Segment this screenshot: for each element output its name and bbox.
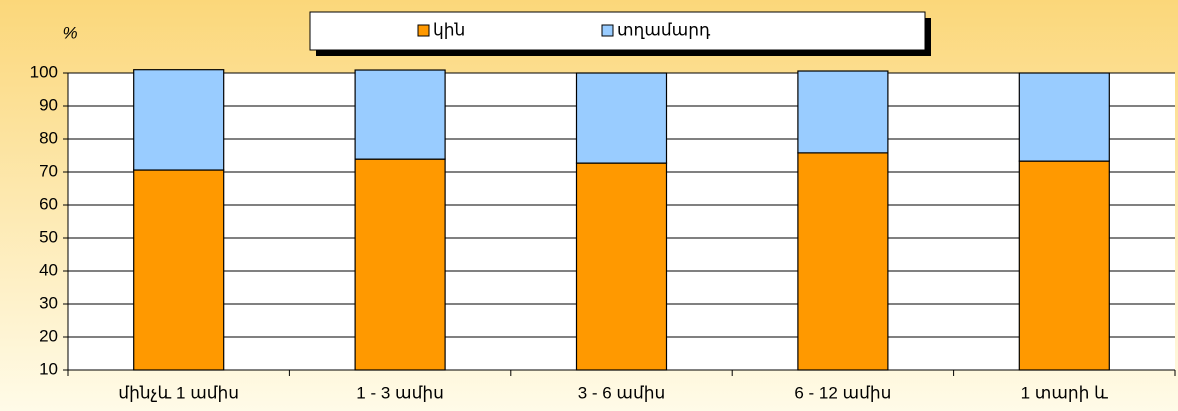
y-tick-label: 100: [30, 62, 58, 81]
y-tick-label: 60: [39, 194, 58, 213]
x-tick-label: մինչև 1 ամիս: [118, 383, 239, 402]
legend-marker: [601, 24, 614, 37]
y-tick-label: 20: [39, 326, 58, 345]
x-tick-label: 1 տարի և: [1021, 383, 1109, 402]
y-tick-label: 80: [39, 128, 58, 147]
bar-segment: [797, 152, 889, 371]
x-tick-label: 6 - 12 ամիս: [794, 383, 891, 402]
bar-segment: [575, 162, 668, 371]
legend-label: տղամարդ: [617, 20, 711, 39]
y-tick-label: 30: [39, 293, 58, 312]
bar-segment: [133, 69, 225, 171]
bar-segment: [354, 69, 446, 160]
y-tick-label: 50: [39, 227, 58, 246]
y-tick-label: 90: [39, 95, 58, 114]
legend-label: կին: [433, 20, 465, 39]
bar-segment: [1018, 160, 1110, 371]
bar-segment: [354, 158, 446, 371]
x-tick-label: 1 - 3 ամիս: [356, 383, 444, 402]
y-axis-label: %: [62, 23, 77, 42]
bar-segment: [575, 72, 668, 164]
bar-segment: [133, 169, 225, 371]
x-tick-label: 3 - 6 ամիս: [578, 383, 666, 402]
bar-segment: [1018, 72, 1110, 162]
legend: [309, 11, 926, 51]
y-tick-label: 70: [39, 161, 58, 180]
y-tick-label: 10: [39, 359, 58, 378]
y-tick-label: 40: [39, 260, 58, 279]
legend-marker: [417, 24, 430, 37]
bar-segment: [797, 70, 889, 154]
